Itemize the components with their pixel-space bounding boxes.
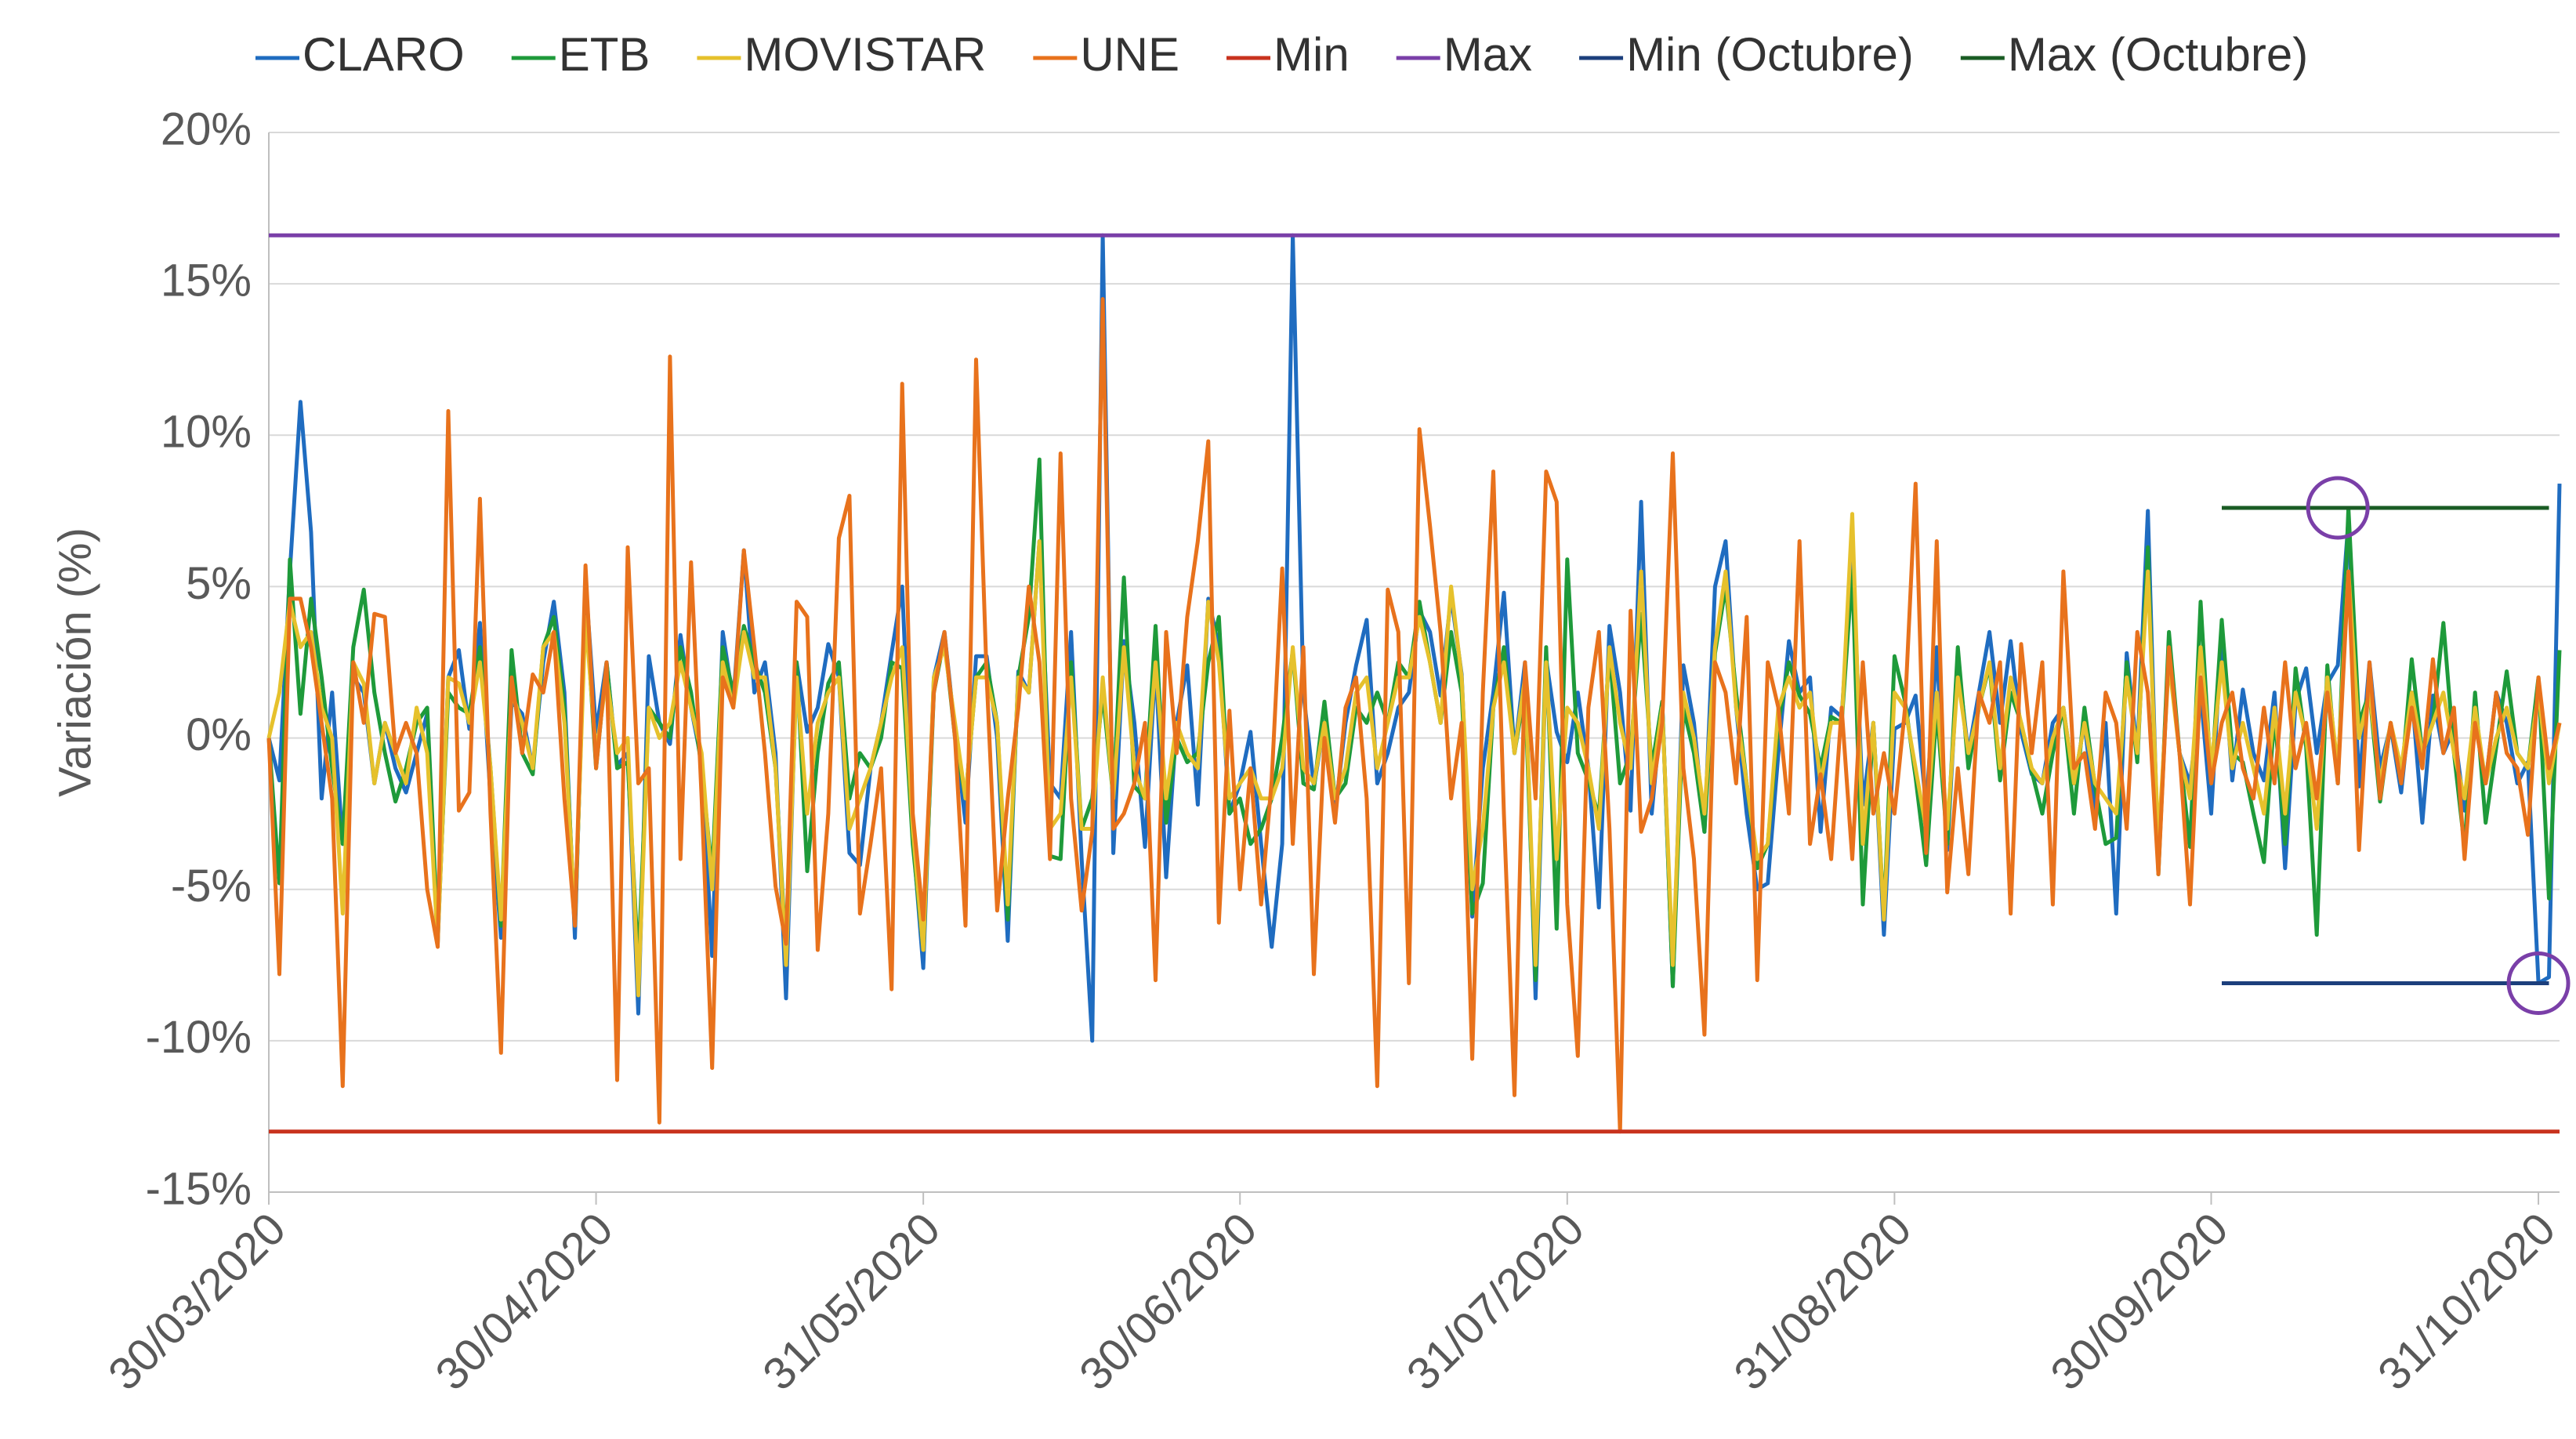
x-tick-label: 31/05/2020	[753, 1203, 950, 1400]
y-tick-label: 0%	[186, 709, 252, 760]
y-tick-label: 10%	[161, 407, 252, 458]
x-tick-label: 31/07/2020	[1397, 1203, 1594, 1400]
x-tick-label: 30/09/2020	[2041, 1203, 2237, 1400]
legend-label: MOVISTAR	[744, 28, 986, 81]
y-tick-label: 5%	[186, 558, 252, 609]
x-tick-label: 30/03/2020	[99, 1203, 295, 1400]
y-tick-label: 20%	[161, 103, 252, 154]
x-tick-label: 30/06/2020	[1070, 1203, 1266, 1400]
legend-label: Max (Octubre)	[2008, 28, 2308, 81]
x-tick-label: 30/04/2020	[426, 1203, 622, 1400]
legend-label: Max	[1444, 28, 1532, 81]
legend-label: UNE	[1080, 28, 1179, 81]
x-tick-label: 31/08/2020	[1724, 1203, 1921, 1400]
highlight-circle	[2506, 951, 2571, 1015]
x-tick-label: 31/10/2020	[2368, 1203, 2565, 1400]
y-tick-label: -15%	[146, 1163, 252, 1214]
y-tick-label: 15%	[161, 255, 252, 306]
legend-label: Min (Octubre)	[1626, 28, 1914, 81]
legend-label: CLARO	[303, 28, 465, 81]
y-tick-label: -5%	[171, 861, 252, 912]
highlight-circle	[2306, 476, 2370, 540]
legend-label: Min	[1274, 28, 1350, 81]
y-axis-label: Variación (%)	[49, 527, 100, 797]
y-tick-label: -10%	[146, 1012, 252, 1063]
legend-label: ETB	[559, 28, 650, 81]
series-line	[266, 297, 2562, 1134]
